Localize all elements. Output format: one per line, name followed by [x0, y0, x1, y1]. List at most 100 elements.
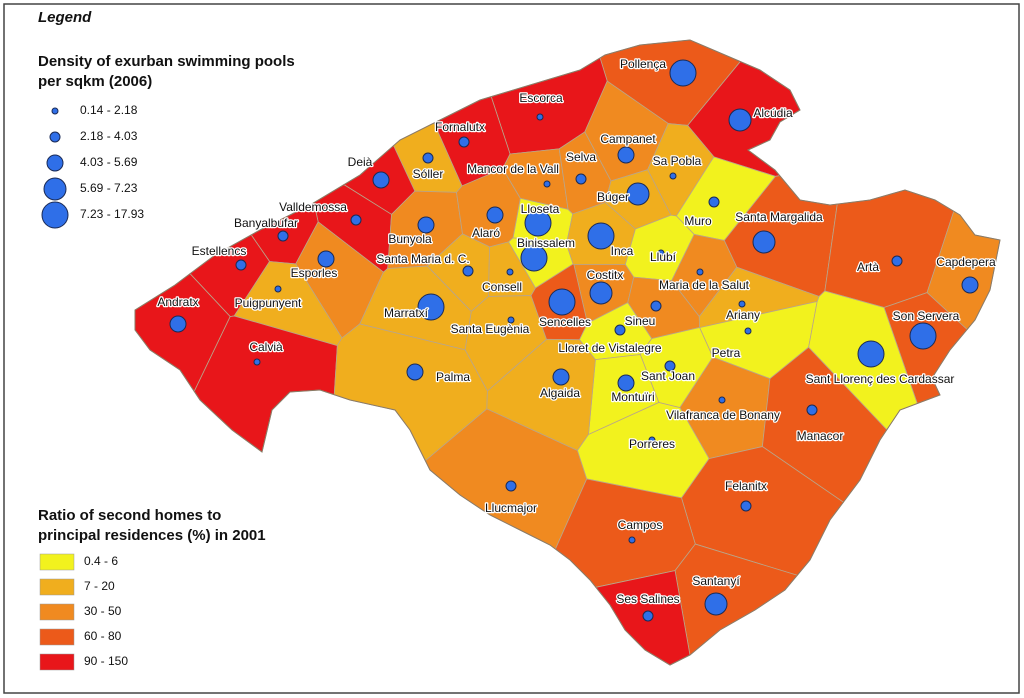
municipality-label: Lloret de Vistalegre	[558, 341, 662, 355]
municipality-label: Alaró	[472, 226, 500, 240]
pool-symbol	[524, 209, 552, 237]
municipality-label: Selva	[566, 150, 596, 164]
pool-symbol	[422, 152, 434, 164]
legend-symbol	[41, 201, 69, 229]
pool-symbol	[617, 146, 635, 164]
municipality-label: Binissalem	[517, 236, 575, 250]
marks: Pollença Escorca Alcúdia Fornalutx Sóller Dei…	[156, 56, 997, 622]
municipality-label: Andratx	[157, 295, 198, 309]
municipality-label: Son Servera	[893, 309, 960, 323]
pool-symbol	[704, 592, 728, 616]
municipality-label: Muro	[684, 214, 712, 228]
municipality-label: Porreres	[629, 437, 675, 451]
pool-symbol	[626, 182, 650, 206]
municipality-label: Maria de la Salut	[659, 278, 750, 292]
pool-symbol	[744, 327, 752, 335]
legend-label: 7 - 20	[84, 579, 115, 593]
pool-symbol	[891, 255, 903, 267]
municipality-label: Sa Pobla	[653, 154, 702, 168]
legend-label: 30 - 50	[84, 604, 122, 618]
municipality-label: Inca	[611, 244, 634, 258]
ratio-legend-title: Ratio of second homes to	[38, 507, 221, 524]
legend-symbol	[43, 177, 67, 201]
legend-label: 5.69 - 7.23	[80, 181, 138, 195]
pool-symbol	[664, 360, 676, 372]
pool-symbol	[909, 322, 937, 350]
legend-heading: Legend	[38, 9, 92, 26]
pool-symbol	[806, 404, 818, 416]
municipality-label: Algaida	[540, 386, 580, 400]
municipality-label: Campos	[618, 518, 663, 532]
municipality-label: Fornalutx	[435, 120, 485, 134]
pool-symbol	[552, 368, 570, 386]
pool-symbol	[628, 536, 636, 544]
pool-symbol	[548, 288, 576, 316]
regions	[134, 39, 1001, 666]
municipality-label: Puigpunyent	[235, 296, 302, 310]
municipality-label: Vilafranca de Bonany	[666, 408, 780, 422]
municipality-label: Marratxí	[384, 306, 429, 320]
municipality-label: Llubí	[650, 250, 677, 264]
municipality-label: Santa Margalida	[735, 210, 823, 224]
pool-symbol	[587, 222, 615, 250]
municipality-label: Calvià	[249, 340, 283, 354]
municipality-label: Sant Joan	[641, 369, 695, 383]
legend-label: 90 - 150	[84, 654, 128, 668]
municipality-label: Mancor de la Vall	[467, 162, 559, 176]
pool-symbol	[669, 172, 677, 180]
legend-symbol	[46, 154, 64, 172]
pool-symbol	[657, 249, 665, 257]
municipality-label: Santanyí	[692, 574, 740, 588]
pool-symbol	[406, 363, 424, 381]
pool-symbol	[961, 276, 979, 294]
pool-symbol	[520, 244, 548, 272]
pool-symbol	[669, 59, 697, 87]
legend: 0.14 - 2.18 2.18 - 4.03 4.03 - 5.69 5.69 - …	[39, 103, 144, 671]
pool-symbol	[708, 196, 720, 208]
municipality-label: Esporles	[291, 266, 338, 280]
municipality-label: Manacor	[797, 429, 844, 443]
pool-symbol	[543, 180, 551, 188]
pool-symbol	[718, 396, 726, 404]
pools-legend-title: per sqkm (2006)	[38, 73, 152, 90]
pool-symbol	[740, 500, 752, 512]
legend-label: 7.23 - 17.93	[80, 207, 144, 221]
pool-symbol	[536, 113, 544, 121]
legend-label: 0.4 - 6	[84, 554, 118, 568]
pool-symbol	[696, 268, 704, 276]
pool-symbol	[505, 480, 517, 492]
municipality-label: Llucmajor	[485, 501, 537, 515]
municipality-label: Consell	[482, 280, 522, 294]
legend-label: 0.14 - 2.18	[80, 103, 138, 117]
municipality-label: Sencelles	[539, 315, 591, 329]
municipality-label: Valldemossa	[279, 200, 347, 214]
pool-symbol	[650, 300, 662, 312]
pool-symbol	[372, 171, 390, 189]
municipality-label: Sant Llorenç des Cardassar	[806, 372, 955, 386]
municipality-label: Banyalbufar	[234, 216, 298, 230]
pool-symbol	[417, 216, 435, 234]
municipality-label: Montuïri	[611, 390, 654, 404]
municipality-label: Costitx	[587, 268, 624, 282]
municipality-label: Sóller	[413, 167, 444, 181]
legend-swatch	[39, 653, 75, 671]
pool-symbol	[462, 265, 474, 277]
municipality-label: Lloseta	[521, 202, 560, 216]
municipality-label: Alcúdia	[753, 106, 793, 120]
municipality-label: Deià	[348, 155, 373, 169]
legend-swatch	[39, 578, 75, 596]
municipality-label: Artà	[857, 260, 879, 274]
pool-symbol	[617, 374, 635, 392]
pool-symbol	[277, 230, 289, 242]
legend-swatch	[39, 553, 75, 571]
pool-symbol	[486, 206, 504, 224]
legend-label: 60 - 80	[84, 629, 122, 643]
legend-swatch	[39, 603, 75, 621]
pool-symbol	[728, 108, 752, 132]
municipality-label: Campanet	[600, 132, 656, 146]
pool-symbol	[253, 358, 261, 366]
municipality-label: Sineu	[625, 314, 656, 328]
pool-symbol	[507, 316, 515, 324]
pool-symbol	[169, 315, 187, 333]
municipality-label: Felanitx	[725, 479, 767, 493]
